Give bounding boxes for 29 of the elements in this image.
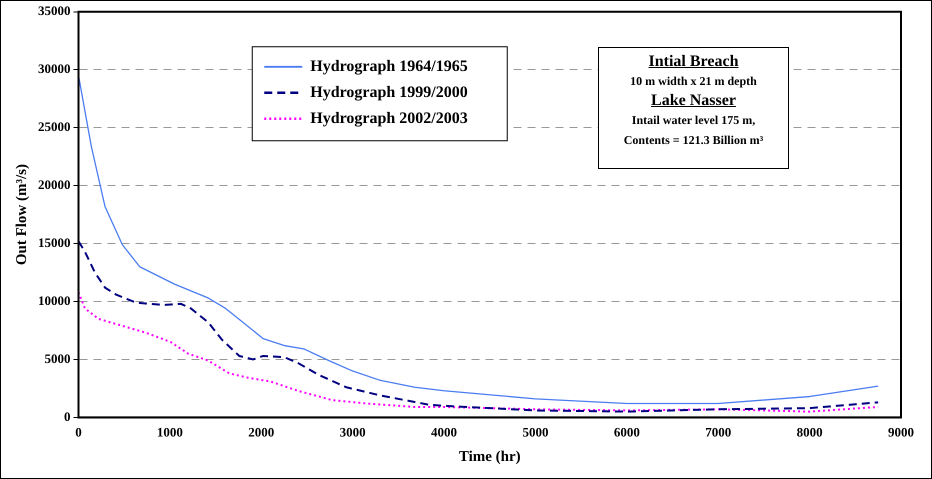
y-tick-label: 10000 <box>38 292 70 308</box>
annotation: Lake Nasser <box>650 91 737 110</box>
legend-label: Hydrograph 2002/2003 <box>310 110 468 127</box>
annotation: Intial Breach <box>648 52 740 71</box>
y-tick-label: 35000 <box>38 3 70 18</box>
annotation: Intail water level 175 m, <box>630 112 756 129</box>
x-tick-label: 8000 <box>796 424 823 440</box>
y-tick-label: 0 <box>64 408 70 424</box>
y-tick-label: 25000 <box>38 119 70 134</box>
annotation: 10 m width x 21 m depth <box>629 73 758 90</box>
y-tick-label: 5000 <box>44 350 70 366</box>
x-tick-label: 6000 <box>614 424 640 440</box>
x-tick-label: 7000 <box>705 424 732 440</box>
x-tick-label: 4000 <box>431 424 458 440</box>
legend-label: Hydrograph 1999/2000 <box>310 84 468 101</box>
y-tick-label: 20000 <box>38 176 70 192</box>
x-tick-label: 1000 <box>156 424 183 440</box>
legend-label: Hydrograph 1964/1965 <box>310 58 468 75</box>
annotation: Contents = 121.3 Billion m³ <box>622 132 764 149</box>
x-tick-label: 3000 <box>340 424 366 440</box>
x-tick-label: 2000 <box>248 424 274 440</box>
y-tick-label: 15000 <box>38 234 70 250</box>
x-tick-label: 5000 <box>522 424 548 440</box>
x-tick-label: 0 <box>75 424 82 440</box>
y-tick-label: 30000 <box>38 61 70 76</box>
x-axis-title: Time (hr) <box>458 448 521 465</box>
x-tick-label: 9000 <box>888 424 914 440</box>
line-series <box>78 240 880 413</box>
y-axis-title: Out Flow (m³/s) <box>14 164 30 266</box>
